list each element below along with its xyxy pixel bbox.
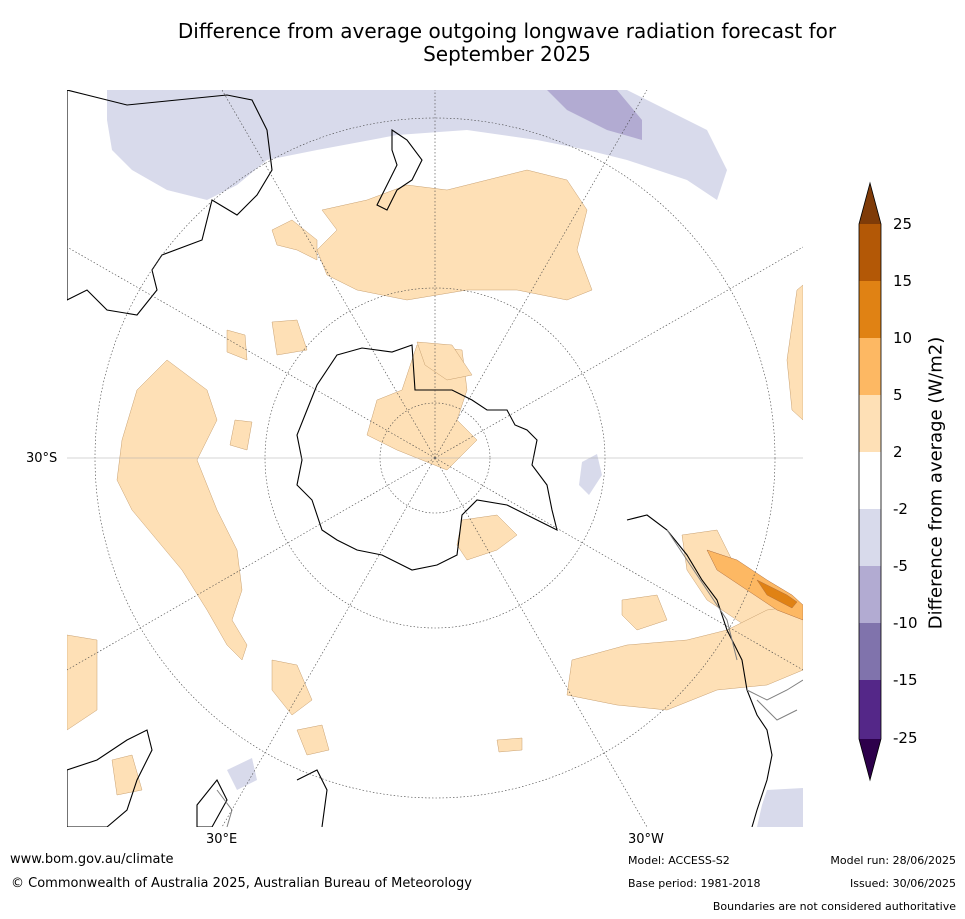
colorbar-tick-label: 15 (893, 272, 913, 290)
colorbar-bin (859, 281, 881, 338)
colorbar-bin (859, 509, 881, 566)
coastline-south-america (626, 514, 773, 827)
boundary-line (746, 679, 803, 701)
footer-disclaimer: Boundaries are not considered authoritat… (712, 900, 956, 913)
longitude-line (434, 457, 803, 671)
anomaly-region (227, 758, 257, 790)
anomaly-region (116, 359, 248, 661)
map-svg (67, 90, 803, 827)
anomaly-region (496, 737, 523, 753)
colorbar-bin (859, 224, 881, 281)
negative-anomaly-regions (107, 90, 803, 827)
footer-base-period: Base period: 1981-2018 (628, 877, 761, 890)
anomaly-region (621, 594, 668, 631)
longitude-line (434, 90, 648, 459)
anomaly-region (316, 169, 593, 301)
anomaly-region (111, 754, 143, 796)
coastline-new-zealand (376, 128, 423, 211)
coastlines (67, 90, 773, 827)
colorbar-bin (859, 623, 881, 680)
longitude-line (434, 246, 803, 459)
colorbar-tick-label: -10 (893, 614, 918, 632)
colorbar-extend-min (859, 739, 881, 780)
coastline-south-africa-east (296, 769, 328, 827)
polar-map (67, 90, 803, 827)
anomaly-region (67, 634, 98, 731)
latitude-label: 30°S (26, 451, 58, 466)
anomaly-region (566, 604, 803, 711)
colorbar-tick-label: -15 (893, 671, 918, 689)
colorbar-tick-label: -2 (893, 500, 908, 518)
anomaly-region (229, 419, 253, 451)
graticule (67, 90, 803, 827)
colorbar-tick-label: -25 (893, 729, 918, 747)
colorbar-tick-label: 25 (893, 215, 913, 233)
anomaly-region (706, 549, 803, 621)
map-title: Difference from average outgoing longwav… (0, 20, 965, 66)
anomaly-region (226, 329, 248, 361)
colorbar (858, 181, 882, 782)
anomaly-region (271, 219, 318, 261)
coastline-madagascar (196, 778, 228, 827)
anomaly-region (547, 90, 642, 140)
longitude-line (434, 457, 648, 827)
anomaly-region (271, 319, 308, 356)
title-line-2: September 2025 (423, 42, 591, 66)
boundary-line (666, 529, 738, 661)
anomaly-region (271, 659, 313, 716)
footer-model-run: Model run: 28/06/2025 (830, 854, 956, 867)
colorbar-tick-label: -5 (893, 557, 908, 575)
anomaly-region (296, 724, 330, 756)
anomaly-region (416, 341, 473, 381)
anomaly-region (786, 284, 803, 421)
anomaly-region (107, 90, 727, 200)
coastline-africa (67, 729, 153, 827)
colorbar-bin (859, 452, 881, 509)
country-boundaries (216, 529, 803, 827)
footer-issued: Issued: 30/06/2025 (849, 877, 956, 890)
colorbar-bin (859, 566, 881, 623)
longitude-label-east: 30°E (206, 832, 238, 847)
footer-model: Model: ACCESS-S2 (628, 854, 730, 867)
longitude-line (67, 457, 436, 671)
footer-copyright: © Commonwealth of Australia 2025, Austra… (11, 876, 472, 891)
boundary-line (756, 699, 798, 721)
longitude-line (221, 90, 436, 459)
colorbar-bin (859, 395, 881, 452)
colorbar-extend-max (859, 183, 881, 224)
anomaly-region (757, 788, 803, 827)
colorbar-bin (859, 680, 881, 739)
anomaly-region (756, 579, 798, 609)
colorbar-tick-label: 2 (893, 443, 903, 461)
footer-website[interactable]: www.bom.gov.au/climate (10, 852, 174, 867)
positive-anomaly-regions (67, 169, 803, 796)
colorbar-tick-label: 5 (893, 386, 903, 404)
longitude-label-west: 30°W (628, 832, 664, 847)
anomaly-region (456, 514, 518, 561)
colorbar-bin (859, 338, 881, 395)
coastline-australia (67, 90, 273, 316)
colorbar-title: Difference from average (W/m2) (925, 336, 947, 630)
anomaly-region (579, 454, 602, 495)
coastline-antarctica (296, 344, 558, 571)
longitude-line (67, 246, 436, 459)
strong-anomaly-regions (706, 549, 803, 621)
colorbar-outline (858, 181, 882, 782)
title-line-1: Difference from average outgoing longwav… (177, 19, 837, 43)
longitude-line (221, 457, 436, 827)
colorbar-tick-label: 10 (893, 329, 913, 347)
